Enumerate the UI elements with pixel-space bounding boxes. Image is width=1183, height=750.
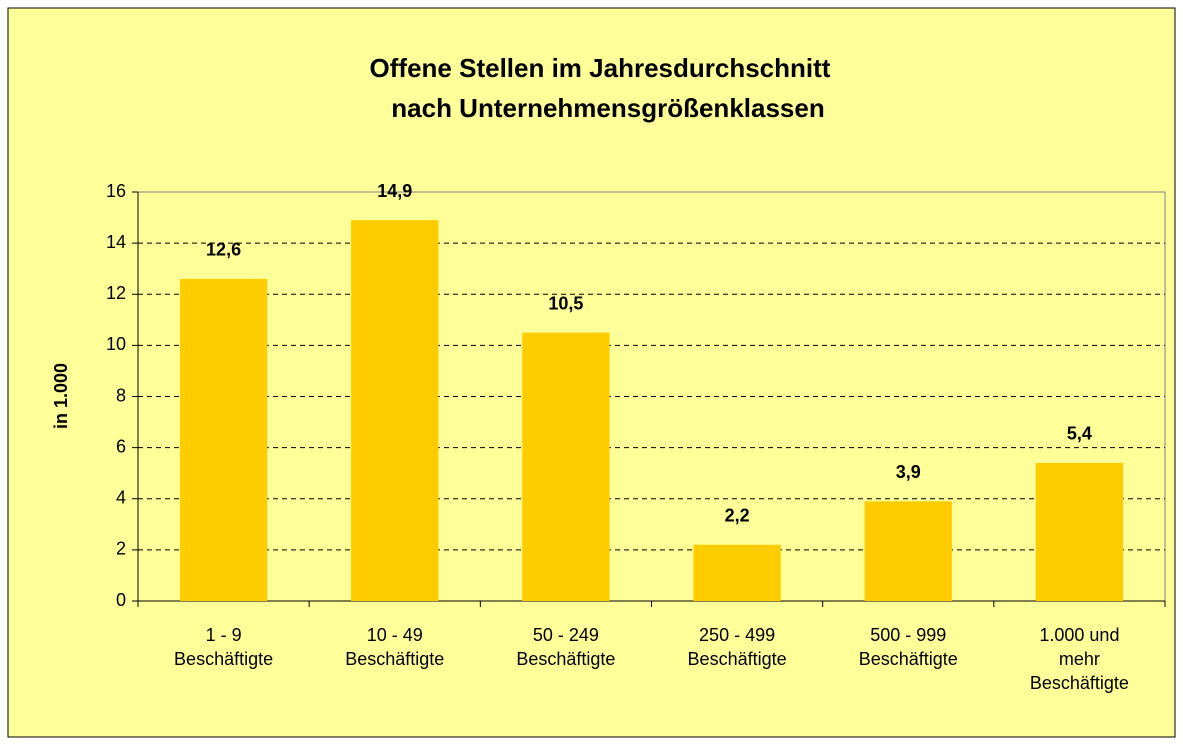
y-axis-label: in 1.000 (51, 363, 71, 429)
bar (179, 278, 268, 601)
data-label: 12,6 (206, 240, 241, 260)
bar (1035, 462, 1124, 601)
y-tick-label: 12 (106, 283, 126, 303)
x-tick-label: mehr (1059, 649, 1100, 669)
x-tick-label: Beschäftigte (688, 649, 787, 669)
y-tick-label: 14 (106, 232, 126, 252)
x-tick-label: Beschäftigte (174, 649, 273, 669)
y-tick-label: 0 (116, 590, 126, 610)
x-tick-label: Beschäftigte (859, 649, 958, 669)
y-tick-label: 6 (116, 436, 126, 456)
y-tick-label: 8 (116, 385, 126, 405)
data-label: 2,2 (725, 506, 750, 526)
data-label: 3,9 (896, 462, 921, 482)
x-tick-label: Beschäftigte (345, 649, 444, 669)
x-tick-label: 250 - 499 (699, 625, 775, 645)
x-tick-label: 1 - 9 (206, 625, 242, 645)
x-tick-label: 500 - 999 (870, 625, 946, 645)
x-tick-label: Beschäftigte (1030, 673, 1129, 693)
y-tick-label: 4 (116, 488, 126, 508)
bar (864, 501, 952, 601)
data-label: 5,4 (1067, 424, 1092, 444)
x-tick-label: Beschäftigte (516, 649, 615, 669)
x-tick-label: 50 - 249 (533, 625, 599, 645)
x-tick-label: 1.000 und (1039, 625, 1119, 645)
data-label: 14,9 (377, 181, 412, 201)
data-label: 10,5 (548, 293, 583, 313)
y-tick-label: 16 (106, 181, 126, 201)
y-tick-label: 2 (116, 539, 126, 559)
chart-title: Offene Stellen im Jahresdurchschnitt (370, 53, 831, 83)
bar (693, 544, 781, 601)
bar (522, 332, 610, 601)
x-tick-label: 10 - 49 (367, 625, 423, 645)
bar (351, 220, 439, 601)
y-tick-label: 10 (106, 334, 126, 354)
chart-title: nach Unternehmensgrößenklassen (391, 93, 824, 123)
